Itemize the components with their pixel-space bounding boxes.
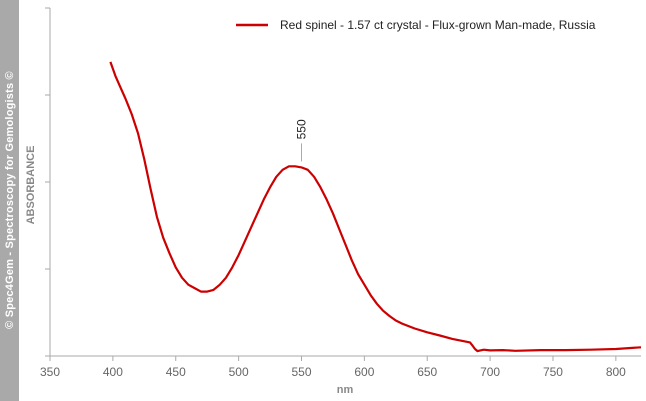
x-axis-title: nm xyxy=(337,384,354,396)
x-tick-label: 650 xyxy=(417,365,437,379)
x-tick-label: 500 xyxy=(229,365,249,379)
x-tick-label: 700 xyxy=(480,365,500,379)
x-tick-label: 550 xyxy=(291,365,311,379)
chart-legend: Red spinel - 1.57 ct crystal - Flux-grow… xyxy=(236,18,596,32)
x-tick-label: 450 xyxy=(166,365,186,379)
x-tick-label: 600 xyxy=(354,365,374,379)
series-layer xyxy=(109,61,642,353)
legend-label: Red spinel - 1.57 ct crystal - Flux-grow… xyxy=(280,18,596,32)
x-tick-label: 400 xyxy=(103,365,123,379)
y-axis-ticks xyxy=(45,7,50,357)
chart-axes xyxy=(49,8,641,357)
x-axis-ticks: 350 400 450 500 550 600 650 700 750 800 xyxy=(40,356,626,379)
series-line xyxy=(109,61,642,353)
x-tick-label: 350 xyxy=(40,365,60,379)
x-tick-label: 800 xyxy=(606,365,626,379)
y-axis-title: ABSORBANCE xyxy=(25,146,37,225)
annotation-layer: 550 xyxy=(294,119,308,162)
watermark-band: © Spec4Gem - Spectroscopy for Gemologist… xyxy=(0,0,19,401)
x-tick-label: 750 xyxy=(543,365,563,379)
peak-annotation-label: 550 xyxy=(294,119,308,139)
